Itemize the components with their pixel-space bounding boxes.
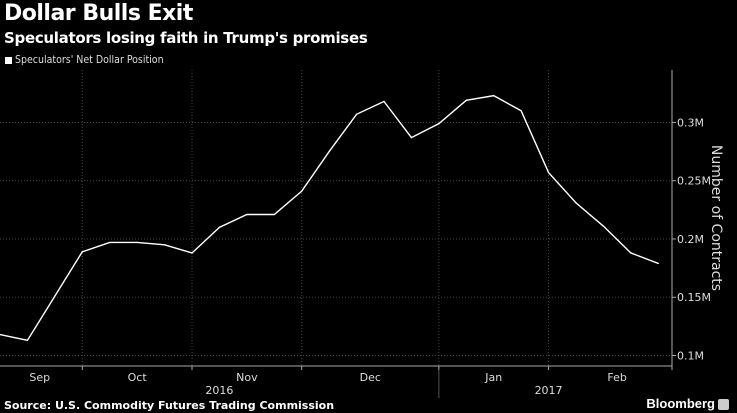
y-tick-label: 0.2M — [677, 233, 704, 246]
x-tick-label: Dec — [360, 371, 381, 384]
data-point — [163, 244, 166, 246]
data-point — [54, 295, 56, 297]
data-point — [273, 213, 275, 216]
data-point — [630, 252, 632, 254]
x-tick-label: Nov — [236, 371, 258, 384]
data-point — [657, 262, 659, 265]
x-tick-label: Oct — [128, 371, 148, 384]
data-point — [493, 95, 495, 97]
legend-swatch — [5, 56, 12, 64]
y-tick-label: 0.3M — [677, 116, 704, 129]
data-point — [136, 241, 138, 244]
legend: Speculators' Net Dollar Position — [5, 54, 164, 66]
year-label: 2016 — [205, 384, 233, 397]
data-point — [218, 226, 221, 228]
data-point — [301, 190, 303, 192]
year-label: 2017 — [535, 384, 563, 397]
data-point — [246, 213, 248, 216]
data-point — [109, 241, 111, 244]
x-tick-label: Jan — [484, 371, 502, 384]
legend-label: Speculators' Net Dollar Position — [15, 54, 164, 66]
chart-title: Dollar Bulls Exit — [4, 1, 193, 26]
data-point — [520, 110, 522, 112]
data-point — [547, 171, 550, 174]
data-point — [383, 100, 385, 103]
chart-subtitle: Speculators losing faith in Trump's prom… — [4, 29, 368, 47]
data-point — [465, 99, 467, 101]
data-point — [355, 113, 358, 115]
data-point — [410, 136, 413, 139]
x-tick-label: Sep — [29, 371, 50, 384]
data-point — [0, 333, 1, 336]
source-note: Source: U.S. Commodity Futures Trading C… — [4, 399, 335, 412]
data-point — [81, 251, 83, 253]
y-axis-label: Number of Contracts — [708, 145, 724, 291]
series-line — [0, 94, 659, 342]
y-tick-label: 0.25M — [677, 175, 711, 188]
x-tick-label: Feb — [607, 371, 626, 384]
data-point — [575, 202, 577, 204]
data-point — [328, 150, 330, 153]
brand-logo: Bloomberg — [646, 396, 715, 411]
data-point — [26, 339, 29, 341]
data-point — [438, 123, 440, 125]
y-tick-label: 0.15M — [677, 291, 711, 304]
bloomberg-icon — [718, 399, 729, 410]
y-tick-label: 0.1M — [677, 350, 704, 363]
data-point — [602, 225, 605, 227]
data-point — [191, 252, 193, 254]
